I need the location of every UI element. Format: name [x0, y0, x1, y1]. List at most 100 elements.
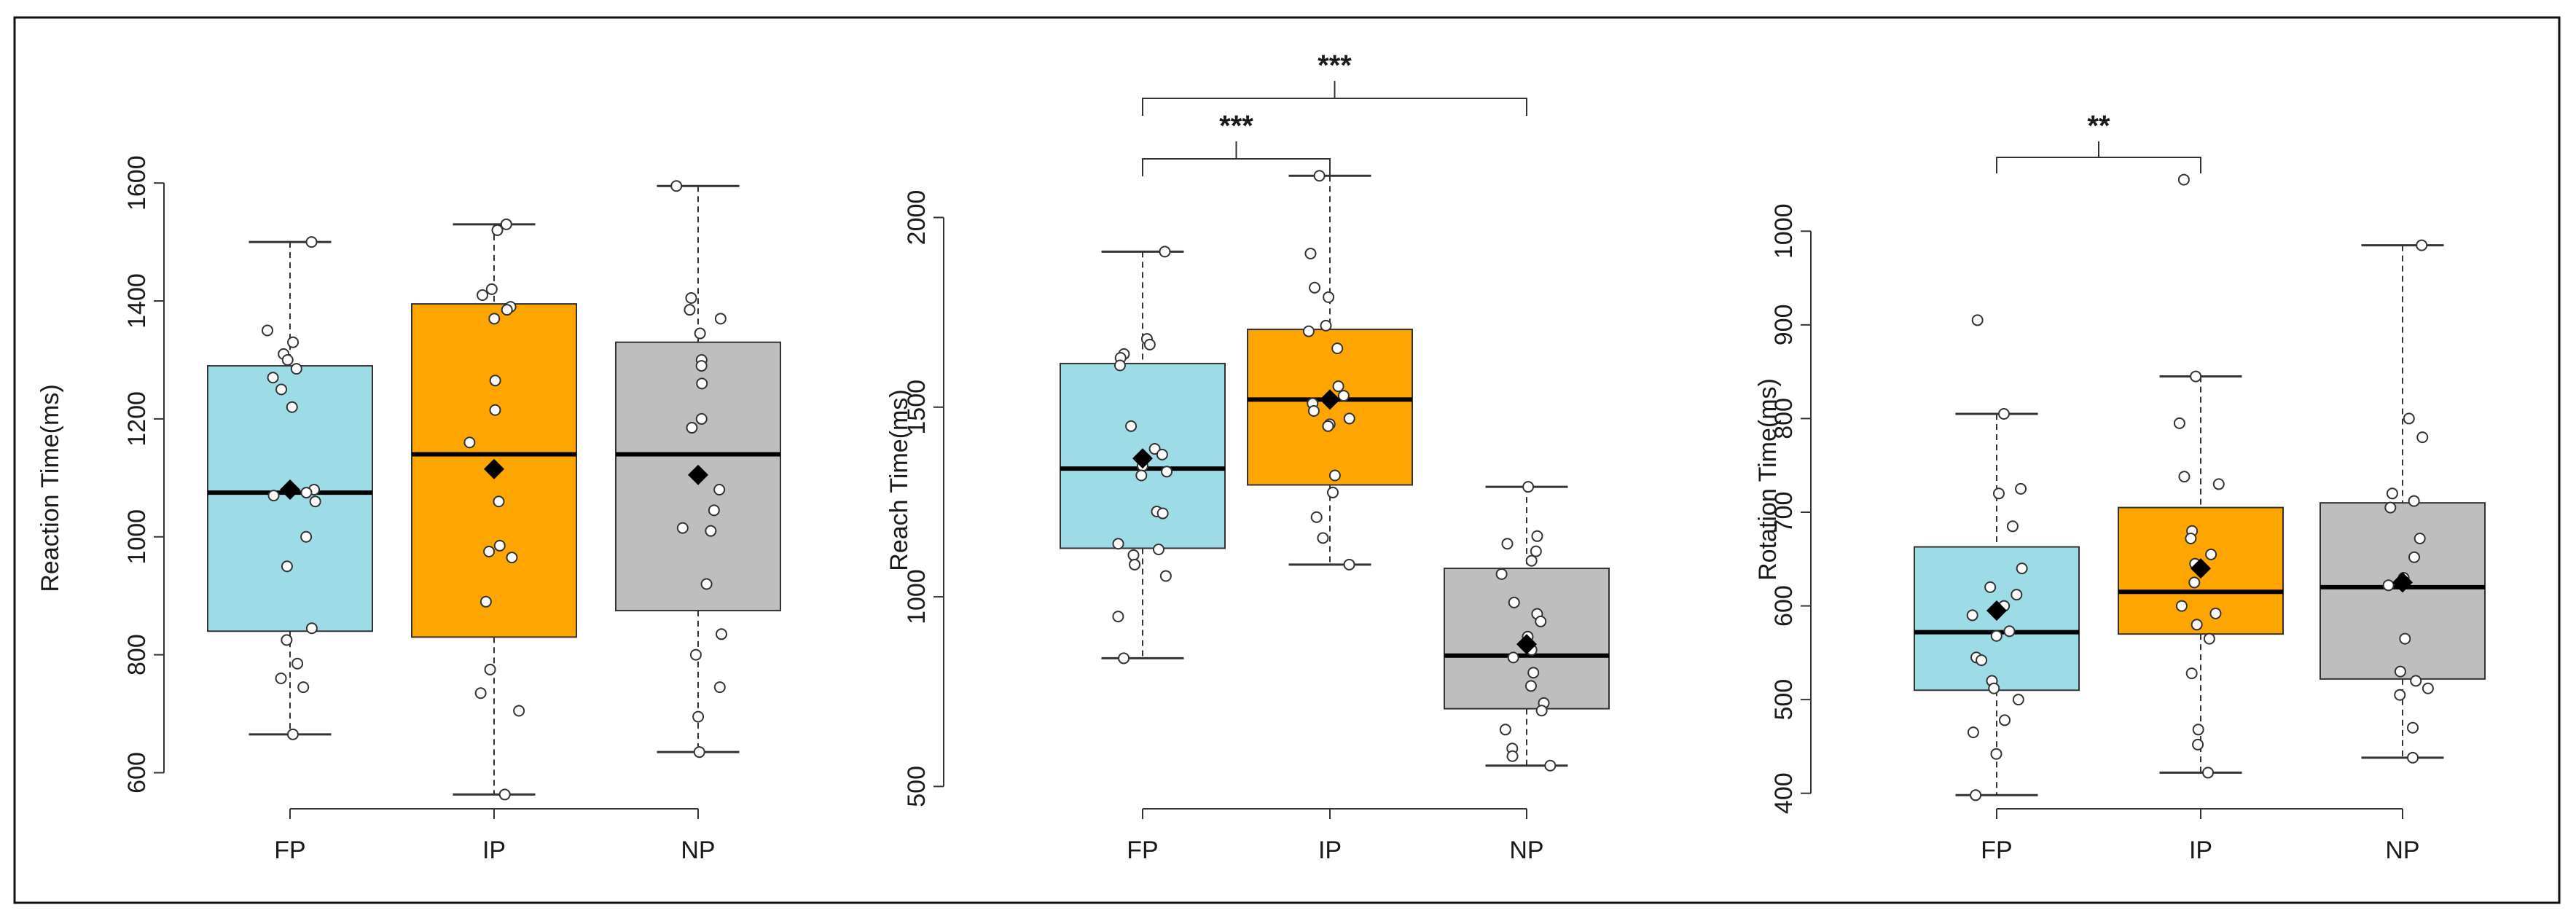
data-point [1156, 507, 1169, 520]
mean-marker [2191, 558, 2211, 579]
significance-label: *** [1219, 110, 1253, 142]
data-point [693, 746, 705, 759]
data-point [2416, 239, 2428, 251]
data-point [1499, 724, 1511, 736]
x-tick-label: NP [1509, 836, 1543, 864]
box-IP [411, 218, 577, 801]
y-tick-label: 600 [123, 752, 151, 793]
data-point [1535, 615, 1547, 627]
data-point [1307, 404, 1320, 417]
data-point [676, 522, 689, 534]
data-point [1112, 611, 1124, 623]
box-FP [207, 236, 373, 740]
data-point [686, 422, 698, 434]
data-point [287, 336, 300, 348]
data-point [281, 634, 293, 646]
y-axis-label: Reach Time(ms) [885, 389, 913, 571]
data-point [1323, 291, 1335, 303]
data-point [2403, 412, 2415, 425]
data-point [1148, 443, 1161, 455]
data-point [489, 375, 501, 387]
data-point [2190, 370, 2202, 383]
data-point [695, 412, 708, 425]
data-point [1337, 390, 1350, 402]
data-point [1125, 420, 1138, 432]
data-point [2011, 589, 2023, 601]
significance-label: *** [1318, 50, 1352, 82]
significance-bracket: *** [1142, 110, 1331, 176]
x-tick-label: IP [1318, 836, 1342, 864]
x-tick-label: FP [1981, 836, 2012, 864]
data-point [2407, 721, 2419, 734]
data-point [1524, 680, 1537, 692]
data-point [1992, 487, 2005, 500]
mean-marker [1986, 600, 2007, 621]
data-point [2003, 625, 2016, 638]
mean-marker [688, 464, 708, 485]
data-point [2209, 607, 2222, 619]
box-FP [1914, 314, 2080, 802]
data-point [1322, 420, 1334, 432]
data-point [262, 324, 274, 337]
mean-marker [280, 479, 300, 501]
data-point [1118, 652, 1130, 665]
data-point [1507, 651, 1519, 664]
data-point [309, 495, 321, 508]
data-point [1135, 469, 1148, 482]
y-tick-label: 500 [903, 766, 931, 807]
data-point [2191, 619, 2203, 631]
data-point [2006, 520, 2019, 533]
data-point [2185, 667, 2198, 680]
box-NP [615, 180, 781, 759]
data-point [694, 327, 706, 340]
data-point [300, 487, 313, 499]
data-point [1127, 549, 1140, 561]
data-point [479, 595, 492, 608]
y-tick-label: 800 [123, 634, 151, 675]
data-point [2212, 478, 2225, 490]
y-tick-label: 1000 [123, 509, 151, 565]
data-point [2202, 767, 2215, 779]
y-tick-label: 800 [1770, 398, 1798, 439]
data-point [1527, 667, 1540, 679]
data-point [1309, 281, 1321, 294]
data-point [2410, 675, 2422, 687]
data-point [484, 663, 496, 675]
y-axis-label: Reaction Time(ms) [36, 384, 64, 592]
data-point [491, 224, 504, 236]
data-point [2382, 579, 2395, 592]
x-tick-label: FP [1127, 836, 1158, 864]
data-point [696, 377, 708, 390]
data-point [275, 383, 288, 396]
data-point [2413, 533, 2426, 544]
data-point [2422, 682, 2434, 694]
data-point [1112, 538, 1124, 550]
x-tick-label: FP [274, 836, 305, 864]
significance-label: ** [2087, 110, 2110, 142]
data-point [1332, 380, 1344, 393]
data-point [1320, 319, 1332, 332]
data-point [483, 546, 496, 557]
data-point [1506, 750, 1519, 762]
y-tick-label: 1000 [1770, 203, 1798, 259]
x-tick-label: NP [681, 836, 715, 864]
data-point [1966, 609, 1978, 622]
y-tick-label: 1600 [123, 155, 151, 211]
mean-marker [1132, 448, 1153, 469]
panel-3: 400 500 600 700 800 900 1000 Rotation Time(ms) F… [1754, 110, 2486, 864]
data-point [1317, 532, 1329, 544]
data-point [2203, 632, 2215, 645]
data-point [488, 313, 501, 325]
data-point [2012, 694, 2024, 706]
data-point [1530, 545, 1542, 557]
data-point [2173, 417, 2185, 429]
mean-marker [2392, 572, 2413, 593]
data-point [708, 504, 720, 517]
data-point [700, 578, 713, 590]
y-tick-label: 2000 [903, 190, 931, 246]
data-point [2192, 738, 2204, 750]
data-point [1313, 170, 1326, 182]
y-tick-label: 1500 [903, 380, 931, 435]
data-point [474, 687, 487, 699]
data-point [1310, 511, 1323, 523]
